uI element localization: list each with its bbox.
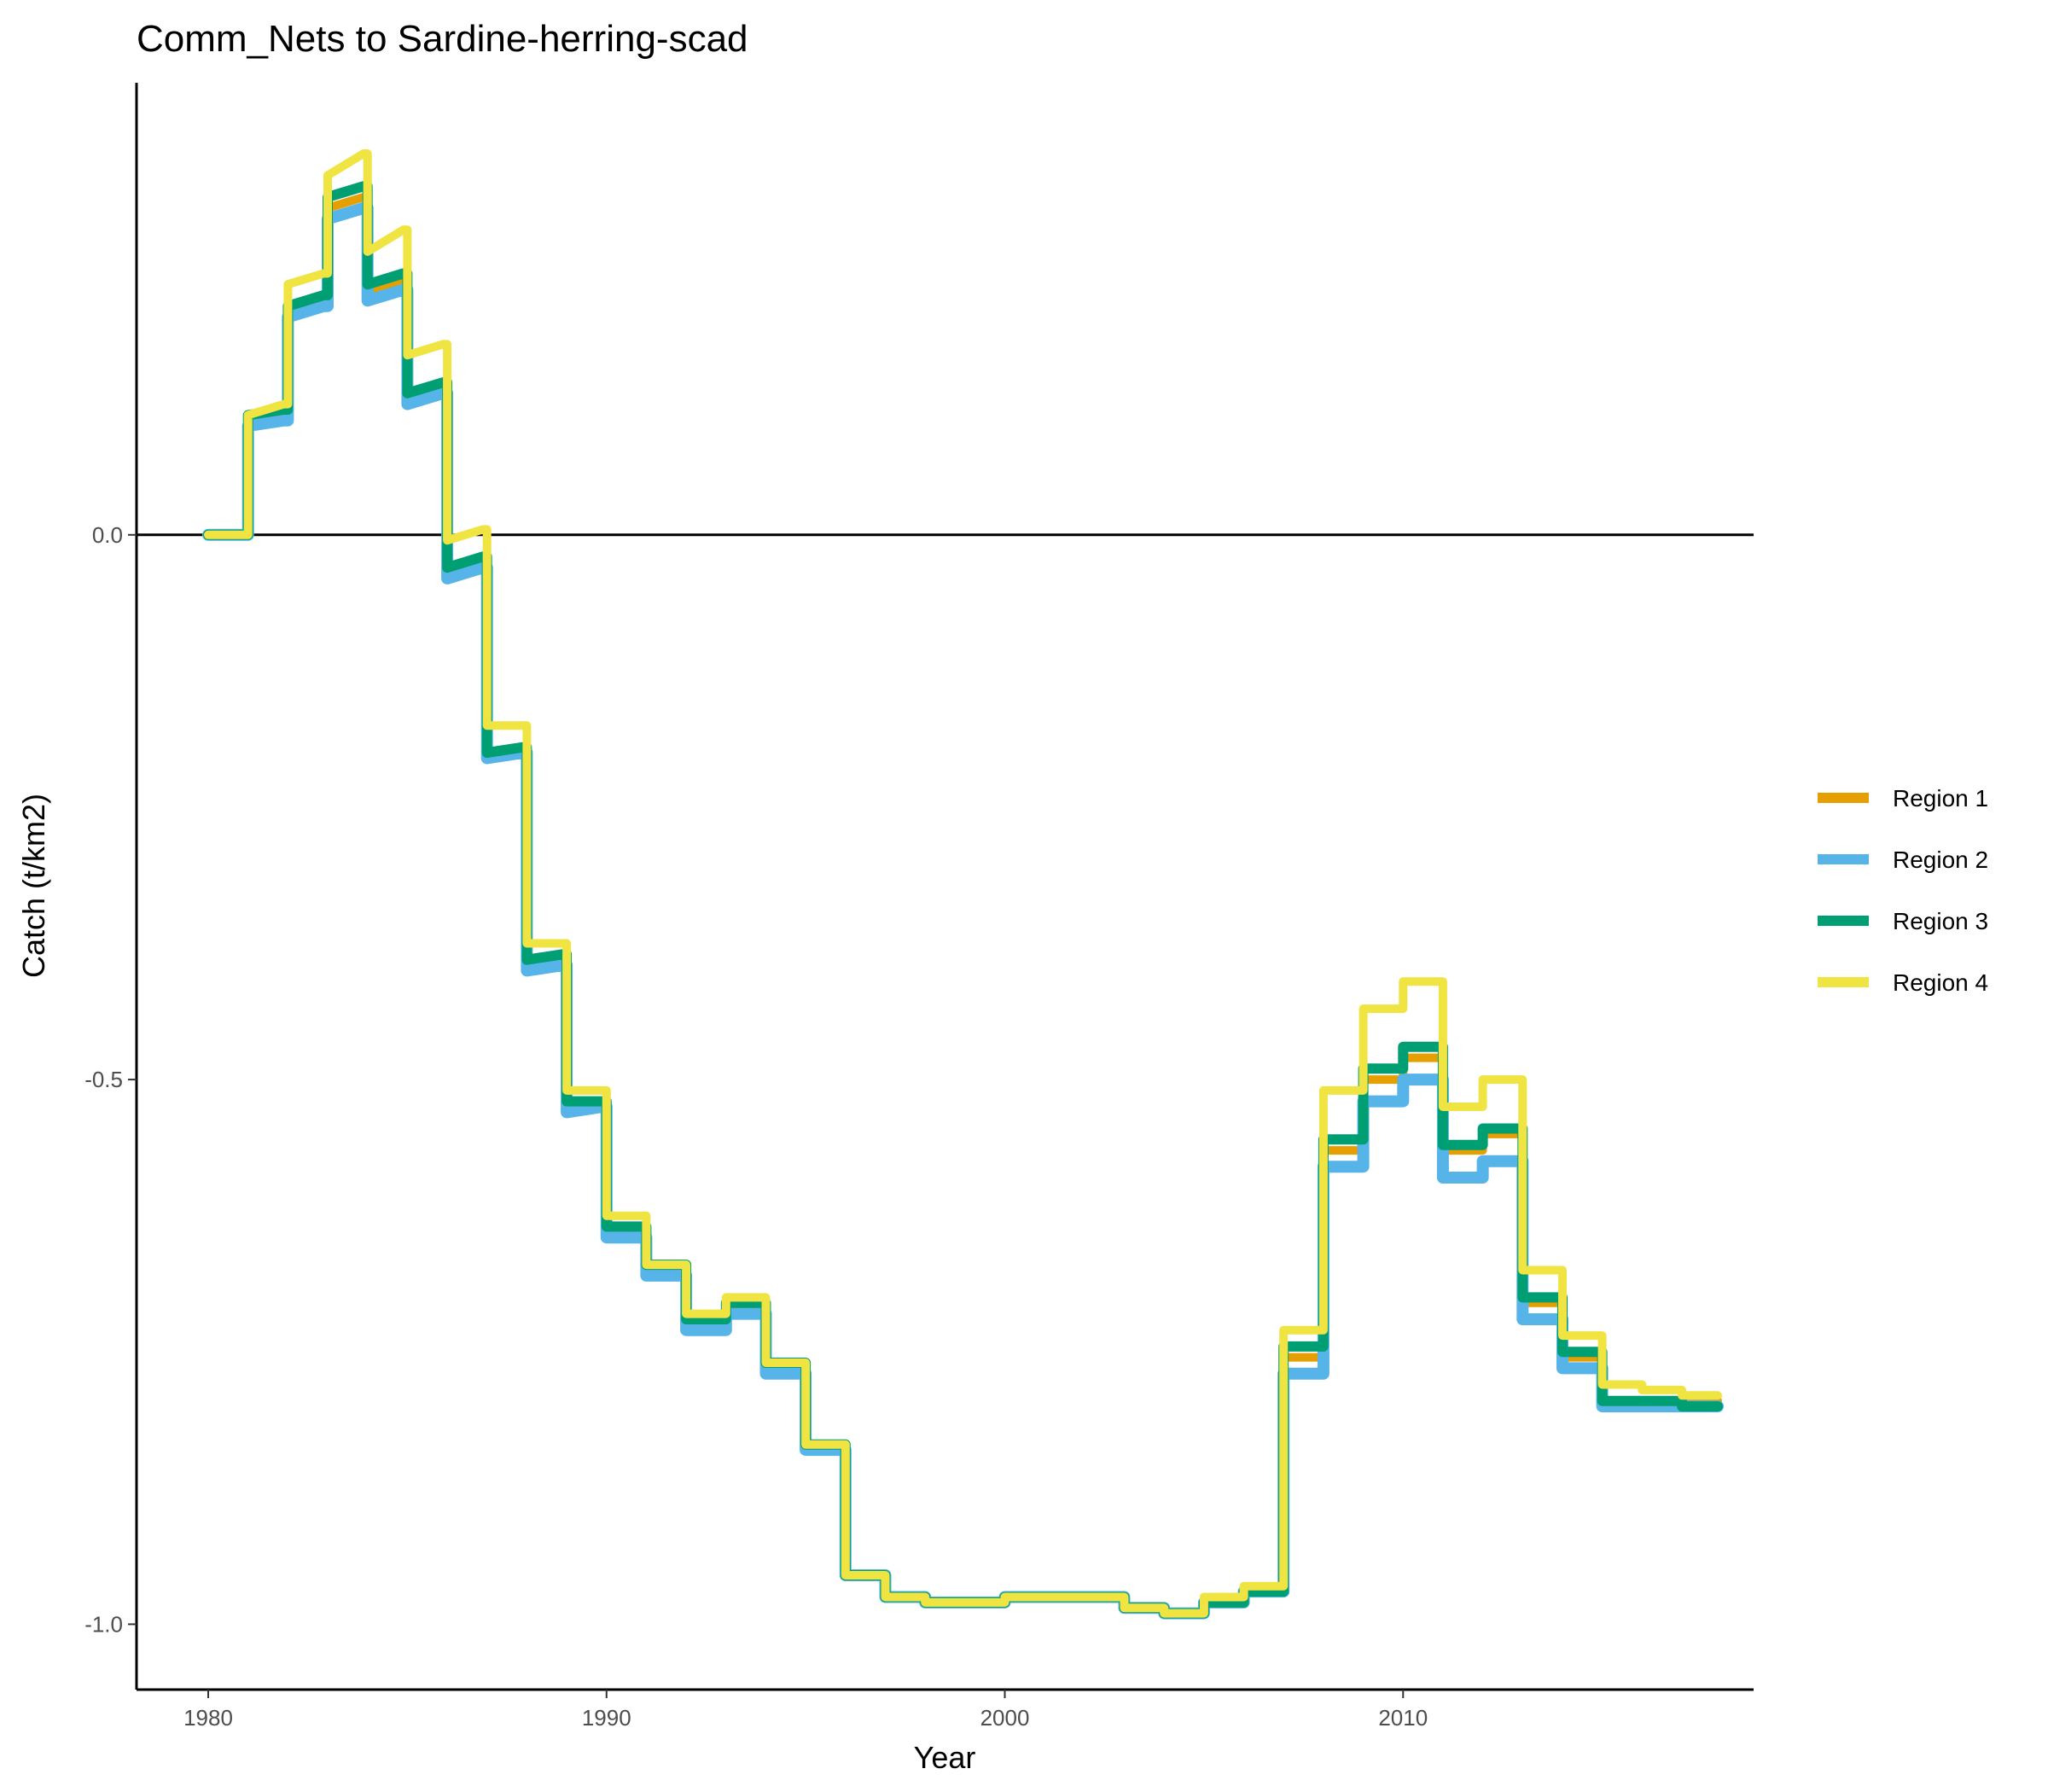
legend-label-region-4: Region 4 xyxy=(1893,969,1988,996)
y-tick-label: -0.5 xyxy=(84,1067,123,1092)
legend: Region 1 Region 2 Region 3 Region 4 xyxy=(1818,785,1988,996)
x-tick-label: 2010 xyxy=(1378,1705,1428,1731)
legend-label-region-2: Region 2 xyxy=(1893,847,1988,873)
y-tick-label: -1.0 xyxy=(84,1611,123,1637)
chart-title: Comm_Nets to Sardine-herring-scad xyxy=(137,18,748,60)
x-tick-label: 1990 xyxy=(582,1705,631,1731)
legend-label-region-3: Region 3 xyxy=(1893,908,1988,934)
legend-label-region-1: Region 1 xyxy=(1893,785,1988,812)
series-layer xyxy=(202,149,1724,1620)
x-tick-label: 1980 xyxy=(183,1705,233,1731)
x-tick-label: 2000 xyxy=(980,1705,1030,1731)
y-tick-label: 0.0 xyxy=(92,522,123,548)
plot-area: 1980 1990 2000 2010 0.0 -0.5 -1.0 xyxy=(84,83,1754,1731)
y-axis-title: Catch (t/km2) xyxy=(16,794,51,978)
x-axis-title: Year xyxy=(914,1740,976,1775)
y-axis-ticks: 0.0 -0.5 -1.0 xyxy=(84,522,137,1637)
series-line-region-4 xyxy=(204,149,1722,1618)
x-axis-ticks: 1980 1990 2000 2010 xyxy=(183,1690,1428,1731)
series-line-region-1 xyxy=(204,193,1722,1618)
series-line-region-2 xyxy=(202,201,1724,1620)
